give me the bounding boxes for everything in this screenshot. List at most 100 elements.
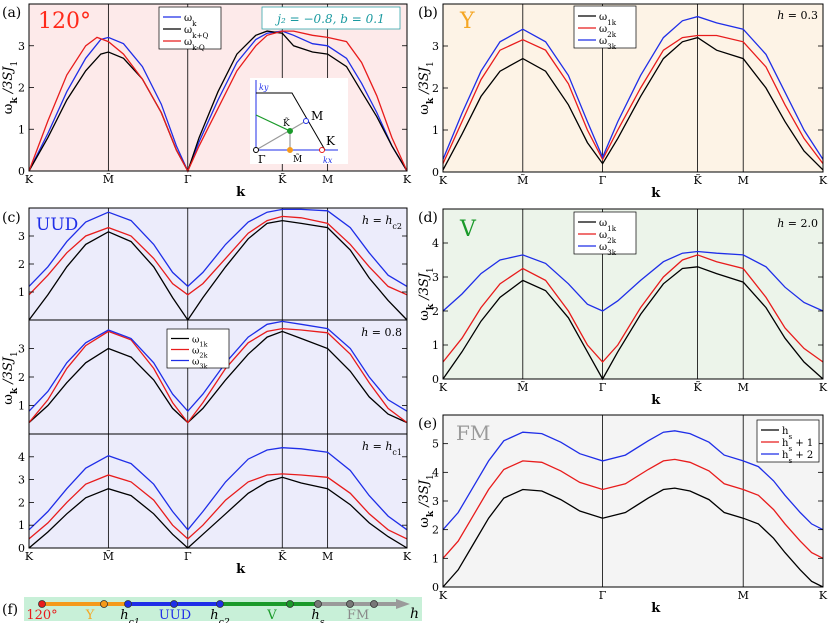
y-tick-label: 1 <box>18 519 25 532</box>
series-line-2k <box>28 473 408 540</box>
x-axis-label: k <box>236 185 246 200</box>
series-line-2k <box>28 327 408 424</box>
point-k-tilde <box>287 128 293 134</box>
zone-boundary <box>256 92 326 151</box>
field-label: h = hc2 <box>362 214 402 231</box>
y-tick-label: 5 <box>432 438 439 451</box>
series-line-1k <box>28 330 408 424</box>
panel-label-a: (a) <box>2 5 21 21</box>
inset-label-k: K <box>326 134 336 148</box>
field-label: h = 2.0 <box>777 217 818 230</box>
y-tick-label: 2 <box>432 524 439 537</box>
x-tick-label: K̃ <box>693 174 702 187</box>
phase-label-y: Y <box>459 9 475 34</box>
phase-boundary-dot <box>38 600 46 608</box>
y-tick-label: 3 <box>18 343 25 356</box>
phase-boundary-dot <box>346 600 354 608</box>
plot-background <box>29 208 407 320</box>
subpanel-c-1: 1 2 3 h = hc2 <box>18 207 408 322</box>
phase-bar-label: UUD <box>159 608 191 623</box>
y-tick-label: 1 <box>432 124 439 137</box>
y-tick-label: 1 <box>18 123 25 136</box>
inset-label-gamma: Γ <box>258 153 266 166</box>
series-line-hs1 <box>442 458 824 559</box>
x-tick-label: K <box>25 550 34 563</box>
series-line-kQ <box>28 30 408 173</box>
x-tick-label: K <box>439 381 448 394</box>
series-line-3k <box>28 447 408 531</box>
x-tick-label: M <box>738 381 749 394</box>
phase-bar-axis-label: h <box>410 606 419 622</box>
phase-boundary-dot <box>170 600 178 608</box>
y-tick-label: 3 <box>18 230 25 243</box>
x-tick-label: M̃ <box>103 550 114 563</box>
series-line-3k <box>28 320 408 413</box>
phase-bar-label: FM <box>347 608 369 623</box>
y-tick-label: 2 <box>18 371 25 384</box>
x-tick-label: K <box>439 174 448 187</box>
chart-panel-c: 1 2 3 h = hc2 1 2 3 h = 0.8 0 1 2 3 4 K M̃ Γ K̃ M Kk h = hc… <box>1 207 412 577</box>
plot-frame <box>28 433 408 549</box>
x-tick-label: Γ <box>184 173 192 186</box>
x-tick-label: Γ <box>599 589 607 602</box>
y-tick-label: 0 <box>432 373 439 386</box>
y-tick-label: 1 <box>18 286 25 299</box>
y-tick-label: 3 <box>432 40 439 53</box>
x-tick-label: M <box>738 174 749 187</box>
legend-box <box>158 6 222 50</box>
phase-boundary-dot <box>124 600 132 608</box>
series-line-1k <box>442 36 824 171</box>
panel-label-d: (d) <box>418 210 438 226</box>
y-tick-label: 3 <box>18 40 25 53</box>
panel-label-b: (b) <box>418 5 438 21</box>
path-green <box>255 114 291 132</box>
inset-label-ky: ky <box>259 83 269 92</box>
y-tick-label: 1 <box>18 400 25 413</box>
point-k <box>319 147 325 153</box>
x-tick-label: M̃ <box>517 381 528 394</box>
field-label: h = hc1 <box>362 440 402 457</box>
inset-label-kx: kx <box>323 156 333 165</box>
y-tick-label: 4 <box>432 466 439 479</box>
y-tick-label: 3 <box>432 271 439 284</box>
x-tick-label: K̃ <box>278 550 287 563</box>
y-tick-label: 2 <box>18 258 25 271</box>
x-tick-label: K̃ <box>278 173 287 186</box>
legend-box <box>573 211 637 255</box>
phase-label-fm: FM <box>456 421 490 445</box>
x-tick-label: K <box>439 589 448 602</box>
phase-bar-label: V <box>266 608 277 623</box>
inset-label-m-tilde: M̃ <box>293 153 302 165</box>
panel-label-c: (c) <box>2 210 21 226</box>
phase-label-120: 120° <box>38 9 91 34</box>
series-line-3k <box>442 15 824 160</box>
x-axis-label: k <box>651 186 661 201</box>
series-line-kQ <box>28 30 408 173</box>
x-tick-label: K <box>403 550 412 563</box>
legend-entry: hs <box>782 426 792 441</box>
y-tick-label: 4 <box>432 237 439 250</box>
annotation-text: j₂ = −0.8, b = 0.1 <box>274 12 384 26</box>
y-tick-label: 0 <box>18 165 25 178</box>
series-line-3k <box>28 208 408 288</box>
y-tick-label: 2 <box>18 82 25 95</box>
brillouin-zone-inset: ky kx Γ K̃ M̃ MK <box>250 78 348 166</box>
legend-box <box>756 419 820 463</box>
series-line-3k <box>442 250 824 312</box>
x-tick-label: M̃ <box>103 173 114 186</box>
phase-bar-arrowhead <box>396 599 410 609</box>
phase-boundary-dot <box>314 600 322 608</box>
x-tick-label: K <box>819 174 828 187</box>
x-tick-label: M <box>322 550 333 563</box>
point-m-tilde <box>287 147 293 153</box>
phase-boundary-dot <box>100 600 108 608</box>
y-tick-label: 3 <box>18 474 25 487</box>
field-label: h = 0.3 <box>777 9 818 22</box>
series-line-2k <box>442 254 824 363</box>
x-tick-label: K <box>403 173 412 186</box>
series-line-2k <box>28 215 408 296</box>
y-tick-label: 3 <box>432 495 439 508</box>
